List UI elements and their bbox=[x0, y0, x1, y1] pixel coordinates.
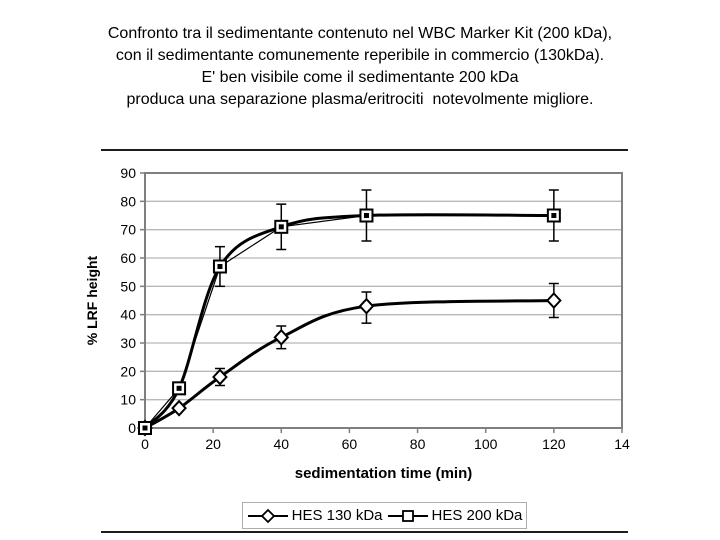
y-axis-title: % LRF height bbox=[84, 255, 100, 345]
x-tick-label: 20 bbox=[205, 436, 221, 452]
error-bars bbox=[214, 189, 559, 387]
square-marker-center bbox=[278, 224, 284, 230]
series-hes-200-kda bbox=[138, 208, 561, 435]
x-tick-label: 100 bbox=[474, 436, 498, 452]
y-axis: 0 10 20 30 40 50 60 70 80 90 bbox=[120, 165, 145, 436]
y-tick-label: 10 bbox=[120, 392, 136, 408]
y-tick-label: 90 bbox=[120, 165, 136, 181]
slide-title: Confronto tra il sedimentante contenuto … bbox=[0, 23, 720, 111]
legend-item-hes-130: HES 130 kDa bbox=[247, 507, 383, 524]
diamond-marker bbox=[273, 328, 290, 346]
series-line bbox=[143, 299, 556, 430]
x-axis-title: sedimentation time (min) bbox=[295, 465, 473, 482]
series-thin-line bbox=[144, 214, 554, 429]
slide-title-line: Confronto tra il sedimentante contenuto … bbox=[107, 25, 613, 42]
divider-line-bottom bbox=[101, 531, 628, 533]
square-marker-icon bbox=[387, 509, 428, 522]
diamond-marker bbox=[212, 368, 228, 386]
plot-frame bbox=[144, 172, 623, 429]
diamond-marker-icon bbox=[247, 508, 288, 523]
y-tick-label: 40 bbox=[120, 307, 136, 323]
y-tick-label: 20 bbox=[120, 363, 136, 379]
x-tick-label: 0 bbox=[141, 436, 149, 452]
y-tick-label: 70 bbox=[120, 222, 136, 238]
y-tick-label: 30 bbox=[120, 335, 136, 351]
x-axis: 0 20 40 60 80 100 120 14 bbox=[141, 428, 630, 452]
chart-legend: HES 130 kDa HES 200 kDa bbox=[242, 502, 527, 529]
legend-label-hes-200: HES 200 kDa bbox=[431, 507, 523, 524]
square-marker-center bbox=[176, 385, 182, 391]
square-marker-center bbox=[217, 264, 223, 269]
y-tick-label: 50 bbox=[120, 278, 136, 294]
legend-label-hes-130: HES 130 kDa bbox=[291, 507, 383, 524]
square-marker-center bbox=[551, 213, 557, 218]
y-tick-label: 60 bbox=[120, 250, 136, 266]
slide-title-line: con il sedimentante comunemente reperibi… bbox=[115, 47, 605, 64]
diamond-marker bbox=[171, 399, 187, 417]
y-tick-label: 0 bbox=[128, 420, 136, 436]
diamond-marker bbox=[545, 292, 562, 309]
x-tick-label: 120 bbox=[542, 436, 566, 452]
x-tick-label: 80 bbox=[410, 436, 426, 452]
square-marker-center bbox=[142, 425, 148, 431]
square-marker-center bbox=[363, 213, 369, 218]
slide-title-line: produca una separazione plasma/eritrocit… bbox=[126, 91, 594, 108]
divider-line-top bbox=[101, 149, 628, 151]
series-line bbox=[143, 213, 556, 430]
x-tick-label: 14 bbox=[614, 436, 630, 452]
slide-title-line: E' ben visibile come il sedimentante 200… bbox=[201, 69, 519, 86]
x-tick-label: 40 bbox=[273, 436, 289, 452]
y-tick-label: 80 bbox=[120, 193, 136, 209]
legend-item-hes-200: HES 200 kDa bbox=[387, 507, 523, 524]
x-tick-label: 60 bbox=[342, 436, 358, 452]
diamond-marker bbox=[358, 297, 375, 315]
